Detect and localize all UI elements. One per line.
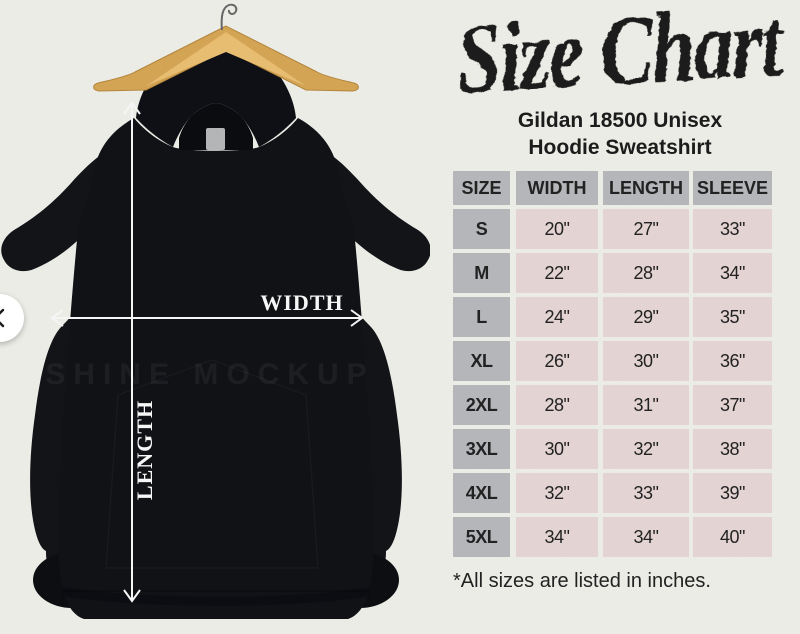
svg-text:LENGTH: LENGTH — [132, 400, 157, 500]
svg-text:WIDTH: WIDTH — [260, 290, 343, 315]
svg-text:Size Chart: Size Chart — [452, 0, 786, 113]
svg-text:SHINE MOCKUP: SHINE MOCKUP — [45, 358, 374, 391]
